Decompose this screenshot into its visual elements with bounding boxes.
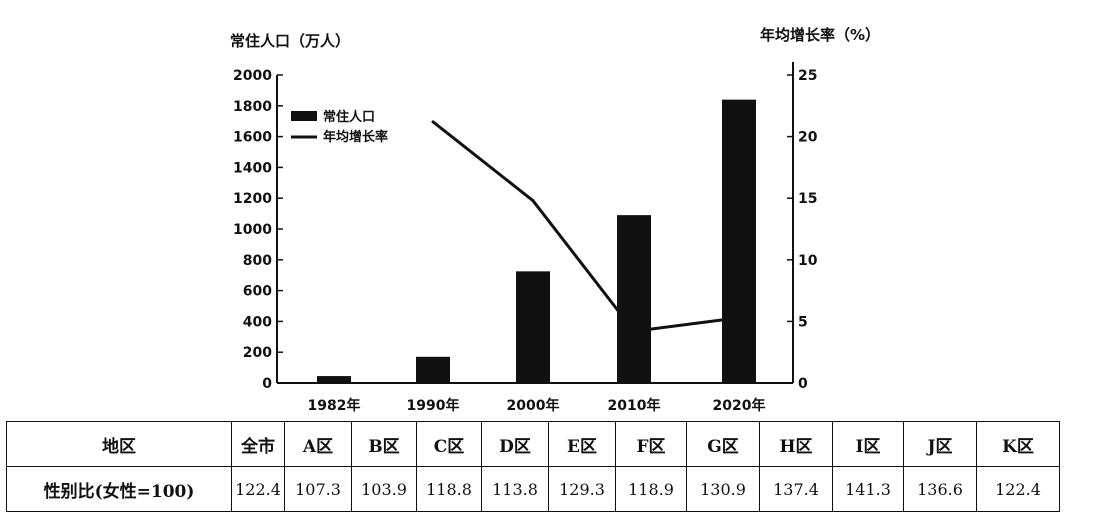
population-bar xyxy=(617,215,651,383)
growth-rate-point xyxy=(632,329,636,333)
ratio-value-cell: 136.6 xyxy=(903,466,977,512)
right-tick-label: 10 xyxy=(798,253,818,269)
ratio-value-cell: 118.8 xyxy=(416,466,482,512)
left-tick-label: 600 xyxy=(243,284,272,300)
ratio-value-cell: 122.4 xyxy=(976,466,1060,512)
left-tick-label: 200 xyxy=(243,345,272,361)
ratio-value-cell: 130.9 xyxy=(686,466,760,512)
growth-rate-point xyxy=(737,316,741,320)
ratio-value-cell: 129.3 xyxy=(548,466,616,512)
ratio-value-cell: 113.8 xyxy=(481,466,549,512)
left-tick-label: 0 xyxy=(262,376,272,392)
header-label-cell: 地区 xyxy=(6,421,232,467)
sex-ratio-table: 地区 全市 A区 B区 C区 D区 E区 F区 G区 H区 I区 J区 K区 性… xyxy=(6,421,1060,512)
right-tick-label: 5 xyxy=(798,314,808,330)
x-tick-label: 2010年 xyxy=(608,397,661,414)
left-tick-label: 1800 xyxy=(233,99,272,115)
population-bar xyxy=(722,99,756,383)
right-tick-label: 0 xyxy=(798,376,808,392)
left-tick-label: 1200 xyxy=(233,191,272,207)
legend-bar-swatch xyxy=(291,111,317,121)
right-axis-title: 年均增长率（%） xyxy=(760,26,880,44)
region-header-cell: D区 xyxy=(481,421,549,467)
left-tick-label: 1000 xyxy=(233,222,272,238)
table-header-row: 地区 全市 A区 B区 C区 D区 E区 F区 G区 H区 I区 J区 K区 xyxy=(6,421,1060,467)
ratio-value-cell: 137.4 xyxy=(759,466,833,512)
table-value-row: 性别比(女性=100) 122.4 107.3 103.9 118.8 113.… xyxy=(6,466,1060,512)
region-header-cell: 全市 xyxy=(231,421,285,467)
region-header-cell: J区 xyxy=(903,421,977,467)
legend-bar-label: 常住人口 xyxy=(323,109,375,125)
left-tick-label: 2000 xyxy=(233,68,272,84)
legend: 常住人口 年均增长率 xyxy=(291,109,388,145)
population-bar xyxy=(416,356,450,383)
population-bar xyxy=(516,271,550,383)
growth-rate-line xyxy=(432,120,740,333)
ratio-value-cell: 118.9 xyxy=(615,466,687,512)
left-tick-label: 800 xyxy=(243,253,272,269)
combo-chart: 常住人口（万人） 年均增长率（%） 0200400600800100012001… xyxy=(230,26,880,414)
left-tick-label: 1600 xyxy=(233,130,272,146)
region-header-cell: A区 xyxy=(284,421,352,467)
ratio-value-cell: 122.4 xyxy=(231,466,285,512)
region-header-cell: G区 xyxy=(686,421,760,467)
left-axis-title: 常住人口（万人） xyxy=(230,32,350,50)
left-tick-label: 1400 xyxy=(233,160,272,176)
row-label-cell: 性别比(女性=100) xyxy=(6,466,232,512)
region-header-cell: E区 xyxy=(548,421,616,467)
region-header-cell: H区 xyxy=(759,421,833,467)
legend-line-label: 年均增长率 xyxy=(323,129,388,145)
growth-rate-point xyxy=(531,199,535,203)
x-tick-label: 2000年 xyxy=(507,397,560,414)
x-tick-label: 1990年 xyxy=(407,397,460,414)
region-header-cell: C区 xyxy=(416,421,482,467)
x-tick-label: 2020年 xyxy=(713,397,766,414)
left-tick-label: 400 xyxy=(243,314,272,330)
right-tick-label: 20 xyxy=(798,130,818,146)
region-header-cell: B区 xyxy=(351,421,417,467)
ratio-value-cell: 107.3 xyxy=(284,466,352,512)
population-bar xyxy=(317,376,351,383)
region-header-cell: I区 xyxy=(832,421,904,467)
region-header-cell: K区 xyxy=(976,421,1060,467)
plot-area: 0 200 400 600 800 1000 1200 1400 1600 1800 2000 0 5 1… xyxy=(233,62,818,414)
region-header-cell: F区 xyxy=(615,421,687,467)
right-tick-label: 25 xyxy=(798,68,817,84)
ratio-value-cell: 103.9 xyxy=(351,466,417,512)
x-tick-label: 1982年 xyxy=(308,397,361,414)
right-tick-label: 15 xyxy=(798,191,817,207)
ratio-value-cell: 141.3 xyxy=(832,466,904,512)
growth-rate-point xyxy=(431,120,435,124)
